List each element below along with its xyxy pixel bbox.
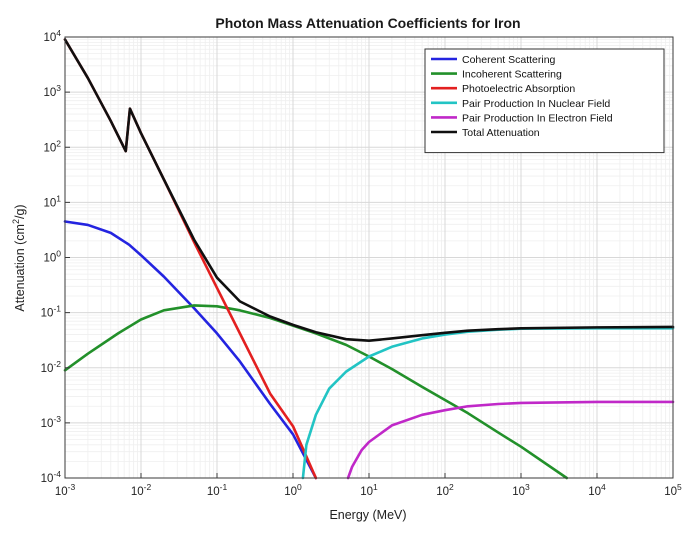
- y-tick-label: 103: [43, 83, 61, 99]
- y-axis-ticks: 10-4 10-3 10-2 10-1 100 101 102 103 104: [41, 28, 70, 485]
- legend-label-pair-production-in-electron-field: Pair Production In Electron Field: [462, 112, 613, 124]
- x-tick-label: 105: [664, 482, 682, 498]
- y-tick-label: 101: [43, 193, 61, 209]
- y-axis-label: Attenuation (cm2/g): [11, 204, 27, 311]
- y-tick-label: 104: [43, 28, 61, 44]
- chart-title: Photon Mass Attenuation Coefficients for…: [215, 15, 520, 31]
- legend-label-coherent-scattering: Coherent Scattering: [462, 54, 556, 66]
- y-tick-label: 10-2: [41, 359, 62, 375]
- legend-box: [424, 48, 665, 154]
- legend-label-photoelectric-absorption: Photoelectric Absorption: [462, 83, 575, 95]
- x-tick-label: 100: [284, 482, 302, 498]
- y-tick-label: 10-4: [41, 469, 62, 485]
- legend-label-incoherent-scattering: Incoherent Scattering: [462, 69, 562, 81]
- x-tick-label: 102: [436, 482, 454, 498]
- series-line-coherent-scattering: [63, 220, 318, 480]
- legend-label-total-attenuation: Total Attenuation: [462, 127, 540, 139]
- x-tick-label: 104: [588, 482, 606, 498]
- y-tick-label: 100: [43, 249, 61, 265]
- x-tick-label: 10-1: [207, 482, 228, 498]
- x-tick-label: 10-2: [131, 482, 152, 498]
- x-tick-label: 101: [360, 482, 378, 498]
- series-line-pair-production-in-electron-field: [346, 400, 675, 480]
- x-axis-ticks: 10-3 10-2 10-1 100 101 102 103 104 105: [55, 473, 682, 498]
- x-tick-label: 103: [512, 482, 530, 498]
- y-tick-label: 102: [43, 138, 61, 154]
- legend-label-pair-production-in-nuclear-field: Pair Production In Nuclear Field: [462, 98, 610, 110]
- y-tick-label: 10-1: [41, 304, 62, 320]
- legend: Coherent Scattering Incoherent Scattering…: [424, 48, 665, 154]
- y-tick-label: 10-3: [41, 414, 62, 430]
- y-axis-label-prefix: Attenuation (cm: [13, 224, 27, 312]
- y-axis-label-superscript: 2: [11, 219, 21, 224]
- series-line-total-attenuation: [63, 38, 675, 342]
- series-layer: [63, 38, 675, 480]
- y-axis-label-suffix: /g): [13, 204, 27, 219]
- x-axis-label: Energy (MeV): [329, 508, 406, 522]
- x-tick-label: 10-3: [55, 482, 76, 498]
